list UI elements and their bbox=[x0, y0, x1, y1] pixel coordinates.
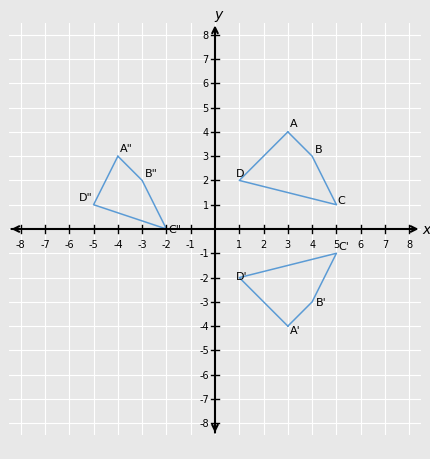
Text: 6: 6 bbox=[358, 239, 364, 249]
Text: 2: 2 bbox=[261, 239, 267, 249]
Text: -7: -7 bbox=[40, 239, 50, 249]
Text: 7: 7 bbox=[382, 239, 388, 249]
Text: 8: 8 bbox=[203, 31, 209, 41]
Text: 1: 1 bbox=[236, 239, 243, 249]
Text: 5: 5 bbox=[333, 239, 340, 249]
Text: C': C' bbox=[339, 241, 350, 252]
Text: A': A' bbox=[290, 325, 301, 335]
Text: B": B" bbox=[144, 168, 157, 179]
Text: -1: -1 bbox=[199, 249, 209, 259]
Text: -3: -3 bbox=[199, 297, 209, 307]
Text: -4: -4 bbox=[199, 321, 209, 331]
Text: 3: 3 bbox=[203, 152, 209, 162]
Text: 6: 6 bbox=[203, 79, 209, 89]
Text: -2: -2 bbox=[199, 273, 209, 283]
Text: 1: 1 bbox=[203, 200, 209, 210]
Text: -3: -3 bbox=[137, 239, 147, 249]
Text: C: C bbox=[338, 195, 345, 205]
Text: x: x bbox=[423, 223, 430, 236]
Text: 2: 2 bbox=[203, 176, 209, 186]
Text: -6: -6 bbox=[64, 239, 74, 249]
Text: D': D' bbox=[236, 272, 247, 281]
Text: 8: 8 bbox=[406, 239, 412, 249]
Text: -8: -8 bbox=[199, 418, 209, 428]
Text: -6: -6 bbox=[199, 370, 209, 380]
Text: C": C" bbox=[169, 224, 182, 235]
Text: D: D bbox=[236, 168, 244, 179]
Text: -8: -8 bbox=[16, 239, 25, 249]
Text: D": D" bbox=[79, 193, 93, 203]
Text: A": A" bbox=[120, 143, 133, 153]
Text: B: B bbox=[315, 145, 322, 154]
Text: -5: -5 bbox=[89, 239, 98, 249]
Text: 3: 3 bbox=[285, 239, 291, 249]
Text: -2: -2 bbox=[162, 239, 171, 249]
Text: -7: -7 bbox=[199, 394, 209, 404]
Text: 4: 4 bbox=[309, 239, 315, 249]
Text: -4: -4 bbox=[113, 239, 123, 249]
Text: 5: 5 bbox=[203, 103, 209, 113]
Text: -1: -1 bbox=[186, 239, 196, 249]
Text: 7: 7 bbox=[203, 55, 209, 65]
Text: A: A bbox=[290, 119, 298, 129]
Text: y: y bbox=[215, 8, 223, 22]
Text: 4: 4 bbox=[203, 128, 209, 138]
Text: B': B' bbox=[316, 297, 326, 307]
Text: -5: -5 bbox=[199, 346, 209, 356]
